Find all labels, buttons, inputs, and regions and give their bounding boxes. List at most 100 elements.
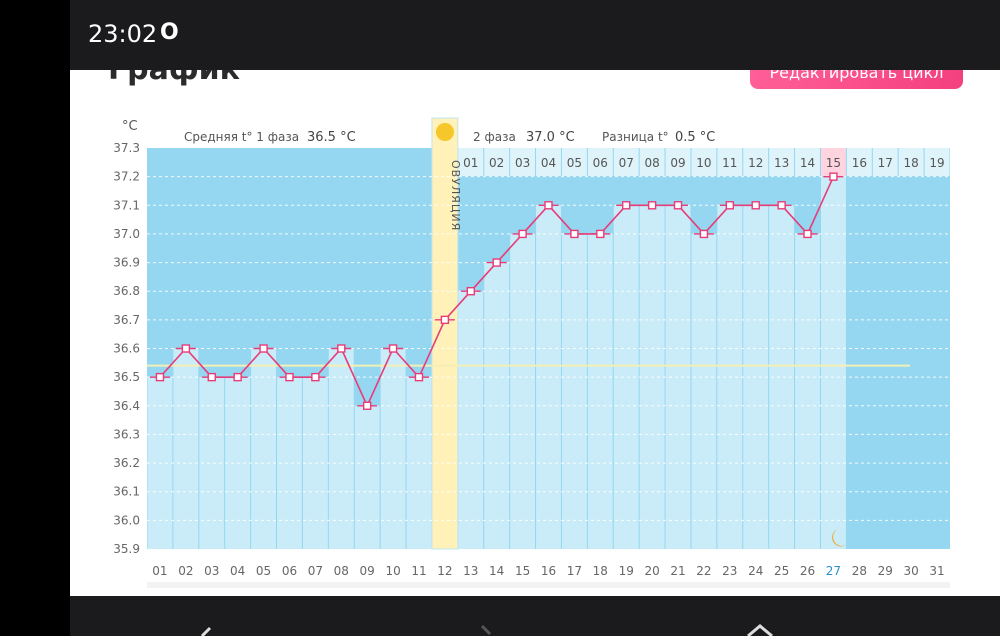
y-tick-label: 36.4 xyxy=(113,399,140,413)
data-point[interactable] xyxy=(362,401,372,410)
phase2-day-label: 03 xyxy=(515,156,530,170)
phase2-day-cell xyxy=(587,148,613,176)
data-point[interactable] xyxy=(699,229,709,239)
data-point[interactable] xyxy=(829,172,838,181)
x-tick-label: 08 xyxy=(334,564,349,578)
status-indicator-icon: O xyxy=(160,20,179,45)
phase2-day-cell xyxy=(665,148,691,176)
phase2-day-label: 01 xyxy=(463,156,478,170)
phase2-day-label: 11 xyxy=(722,156,737,170)
day-column xyxy=(173,348,199,549)
data-point[interactable] xyxy=(570,229,579,239)
data-point[interactable] xyxy=(233,372,242,382)
sun-icon xyxy=(436,123,454,141)
phase2-day-cell xyxy=(769,148,795,176)
phase2-day-label: 19 xyxy=(929,156,944,170)
data-point[interactable] xyxy=(259,344,268,353)
x-tick-label: 21 xyxy=(670,564,685,578)
data-point[interactable] xyxy=(725,201,735,210)
phase1-value: 36.5 °C xyxy=(307,130,356,145)
phase2-day-label: 09 xyxy=(670,156,685,170)
data-point[interactable] xyxy=(803,229,812,239)
y-axis-unit: °C xyxy=(122,119,138,134)
x-tick-label: 29 xyxy=(878,564,893,578)
phase2-label: 2 фаза xyxy=(473,130,516,144)
data-point[interactable] xyxy=(622,201,631,210)
x-tick-label: 13 xyxy=(463,564,478,578)
home-icon[interactable] xyxy=(747,624,773,636)
y-tick-label: 36.0 xyxy=(113,513,140,527)
data-point[interactable] xyxy=(388,344,398,353)
phase2-day-label: 08 xyxy=(644,156,659,170)
x-tick-label: 04 xyxy=(230,564,245,578)
edit-cycle-button[interactable]: Редактировать цикл xyxy=(750,70,963,89)
x-tick-label: 26 xyxy=(800,564,815,578)
x-tick-label: 14 xyxy=(489,564,504,578)
x-tick-label: 12 xyxy=(437,564,452,578)
phase2-day-cell xyxy=(898,148,924,176)
data-point[interactable] xyxy=(207,372,216,382)
x-tick-label: 31 xyxy=(929,564,944,578)
x-tick-label: 16 xyxy=(541,564,556,578)
ovulation-label: ОВУЛЯЦИЯ xyxy=(449,160,462,231)
data-point[interactable] xyxy=(337,344,346,353)
x-tick-label: 10 xyxy=(385,564,400,578)
data-point[interactable] xyxy=(518,229,527,239)
recent-icon[interactable] xyxy=(480,624,492,636)
data-point[interactable] xyxy=(155,372,165,382)
phase2-day-cell xyxy=(639,148,665,176)
x-tick-label: 27 xyxy=(826,564,841,578)
diff-value: 0.5 °C xyxy=(675,130,715,145)
data-point[interactable] xyxy=(311,372,320,382)
data-point[interactable] xyxy=(414,372,424,382)
phase2-day-cell xyxy=(846,148,872,176)
phase2-day-cell xyxy=(613,148,639,176)
y-tick-label: 36.8 xyxy=(113,284,140,298)
x-tick-label: 01 xyxy=(152,564,167,578)
y-tick-label: 35.9 xyxy=(113,542,140,556)
y-tick-label: 36.7 xyxy=(113,313,140,327)
x-tick-label: 25 xyxy=(774,564,789,578)
phase2-day-label: 10 xyxy=(696,156,711,170)
x-tick-label: 06 xyxy=(282,564,297,578)
data-point[interactable] xyxy=(751,201,760,210)
y-tick-label: 37.3 xyxy=(113,141,140,155)
data-point[interactable] xyxy=(466,287,475,296)
day-column xyxy=(691,233,717,549)
x-tick-label: 02 xyxy=(178,564,193,578)
y-tick-label: 36.5 xyxy=(113,370,140,384)
phase2-day-label: 15 xyxy=(826,156,841,170)
data-point[interactable] xyxy=(285,372,294,382)
ovulation-band xyxy=(431,117,459,550)
phase2-day-label: 06 xyxy=(593,156,608,170)
phase2-day-cell xyxy=(561,148,587,176)
day-column xyxy=(380,348,406,549)
phase2-day-label: 07 xyxy=(619,156,634,170)
data-point[interactable] xyxy=(440,315,450,325)
data-point[interactable] xyxy=(596,229,605,239)
data-point[interactable] xyxy=(492,258,501,267)
x-axis-scroll-strip xyxy=(147,582,950,588)
phase2-day-label: 14 xyxy=(800,156,815,170)
data-point[interactable] xyxy=(181,344,191,353)
data-point[interactable] xyxy=(647,201,657,210)
x-tick-label: 15 xyxy=(515,564,530,578)
back-icon[interactable] xyxy=(200,626,212,636)
phase2-day-cell xyxy=(924,148,950,176)
day-column xyxy=(251,348,277,549)
phase2-day-label: 16 xyxy=(852,156,867,170)
phase2-day-cell xyxy=(820,148,846,176)
data-point[interactable] xyxy=(544,201,553,210)
x-tick-label: 11 xyxy=(411,564,426,578)
phase2-value: 37.0 °C xyxy=(526,130,575,145)
y-tick-label: 36.9 xyxy=(113,256,140,270)
phase2-day-label: 18 xyxy=(904,156,919,170)
day-column xyxy=(587,233,613,549)
phase2-day-cell xyxy=(536,148,561,176)
phase2-day-cell xyxy=(458,148,484,176)
phase2-day-label: 12 xyxy=(748,156,763,170)
day-column xyxy=(561,233,587,549)
day-column xyxy=(354,405,380,549)
data-point[interactable] xyxy=(777,201,786,210)
data-point[interactable] xyxy=(673,201,683,210)
